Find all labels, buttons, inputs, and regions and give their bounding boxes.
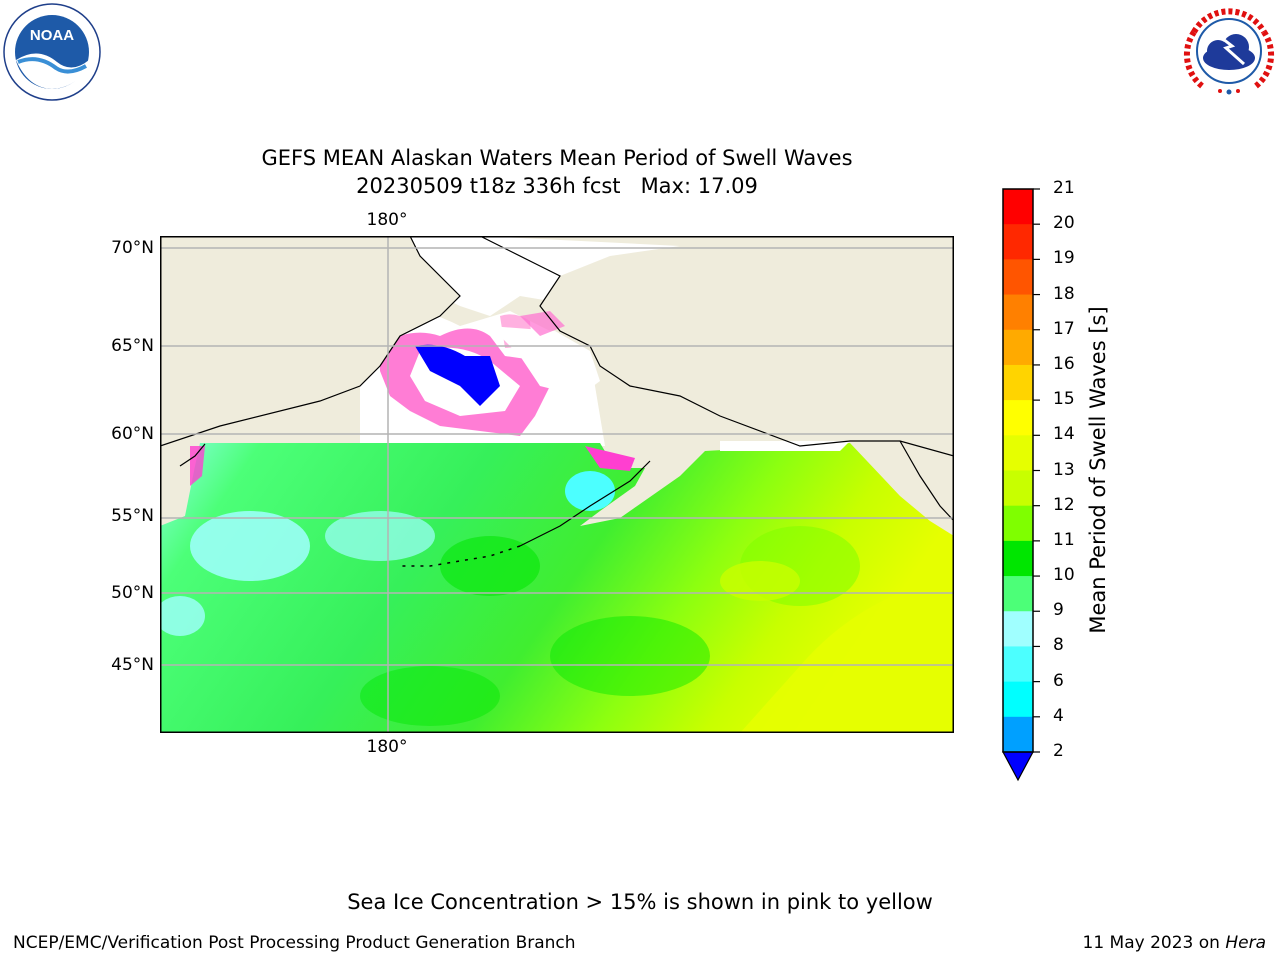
colorbar-segment	[1003, 540, 1033, 577]
lat-label-60: 60°N	[111, 424, 154, 444]
lat-label-50: 50°N	[111, 583, 154, 603]
colorbar-segment	[1003, 224, 1033, 260]
colorbar-tick-label: 2	[1053, 741, 1064, 761]
lat-label-55: 55°N	[111, 506, 154, 526]
credit-branch: NCEP/EMC/Verification Post Processing Pr…	[13, 933, 576, 953]
colorbar-segment	[1003, 646, 1033, 683]
colorbar-segment	[1003, 294, 1033, 331]
siberia-land	[160, 236, 460, 446]
colorbar-tick-label: 16	[1053, 353, 1075, 374]
colorbar-segment	[1003, 681, 1033, 718]
noaa-logo: NOAA	[3, 3, 101, 101]
colorbar-tick-label: 11	[1053, 529, 1075, 550]
colorbar-segment	[1003, 364, 1033, 401]
colorbar-segment	[1003, 435, 1033, 471]
colorbar-tick-label: 4	[1053, 705, 1064, 726]
colorbar-segment	[1003, 189, 1033, 225]
credit-date-text: 11 May 2023 on	[1082, 933, 1226, 953]
map-title: GEFS MEAN Alaskan Waters Mean Period of …	[261, 146, 853, 170]
lon-label-bottom: 180°	[366, 737, 408, 757]
colorbar-segment	[1003, 576, 1033, 612]
swell-period-map	[160, 236, 954, 733]
lat-label-70: 70°N	[111, 238, 154, 258]
colorbar-tick-label: 6	[1053, 670, 1064, 691]
colorbar-tick-label: 14	[1053, 424, 1075, 445]
lon-label-top: 180°	[366, 210, 408, 230]
graticule	[160, 236, 954, 733]
lat-label-65: 65°N	[111, 336, 154, 356]
noaa-logo-text: NOAA	[30, 27, 74, 44]
colorbar-extend-arrow	[1001, 751, 1035, 782]
colorbar-segment	[1003, 716, 1033, 753]
colorbar-tick-label: 10	[1053, 565, 1075, 586]
colorbar-segment	[1003, 505, 1033, 542]
colorbar-tick-label: 12	[1053, 494, 1075, 515]
colorbar-tick-label: 13	[1053, 459, 1075, 480]
nws-logo	[1182, 4, 1276, 98]
credit-host: Hera	[1225, 933, 1266, 953]
colorbar-segment	[1003, 329, 1033, 366]
credit-date: 11 May 2023 on Hera	[1083, 933, 1267, 953]
colorbar	[1001, 188, 1040, 782]
colorbar-segment	[1003, 400, 1033, 436]
sea-ice-note: Sea Ice Concentration > 15% is shown in …	[347, 890, 933, 914]
colorbar-segment	[1003, 470, 1033, 507]
colorbar-tick-label: 20	[1053, 213, 1075, 234]
colorbar-segment	[1003, 259, 1033, 296]
colorbar-tick-label: 15	[1053, 389, 1075, 410]
lat-label-45: 45°N	[111, 655, 154, 675]
colorbar-tick-label: 19	[1053, 248, 1075, 269]
colorbar-tick-label: 9	[1053, 600, 1064, 621]
colorbar-tick-label: 18	[1053, 283, 1075, 304]
colorbar-tick-label: 21	[1053, 178, 1075, 198]
colorbar-segment	[1003, 611, 1033, 647]
colorbar-title: Mean Period of Swell Waves [s]	[1086, 306, 1110, 634]
map-subtitle: 20230509 t18z 336h fcst Max: 17.09	[356, 174, 758, 198]
colorbar-tick-label: 17	[1053, 318, 1075, 339]
colorbar-tick-label: 8	[1053, 635, 1064, 656]
